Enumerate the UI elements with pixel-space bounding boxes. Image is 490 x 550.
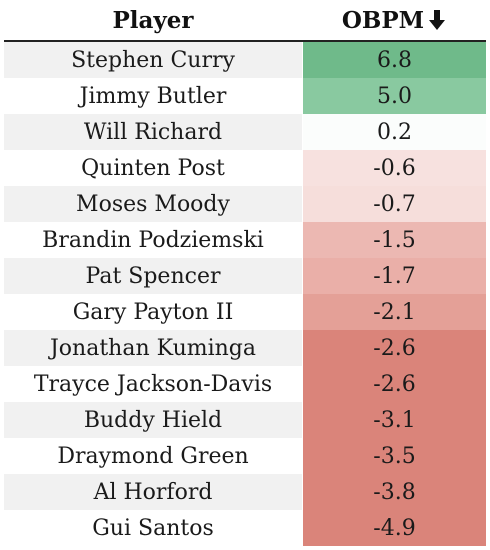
obpm-value-cell: -4.9 xyxy=(302,510,486,546)
player-name-cell: Jimmy Butler xyxy=(4,78,302,114)
obpm-value-cell: -0.7 xyxy=(302,186,486,222)
obpm-value-cell: -3.1 xyxy=(302,402,486,438)
obpm-value-cell: -2.6 xyxy=(302,366,486,402)
table-row: Gary Payton II -2.1 xyxy=(4,294,486,330)
table-row: Gui Santos -4.9 xyxy=(4,510,486,546)
obpm-value-cell: 5.0 xyxy=(302,78,486,114)
column-header-player-label: Player xyxy=(112,6,194,34)
player-name-cell: Jonathan Kuminga xyxy=(4,330,302,366)
table-row: Stephen Curry 6.8 xyxy=(4,42,486,78)
table-row: Buddy Hield -3.1 xyxy=(4,402,486,438)
table-header: Player OBPM xyxy=(4,0,486,42)
stats-table: Player OBPM Stephen Curry 6.8 Jimmy Butler… xyxy=(4,0,486,546)
player-name-cell: Quinten Post xyxy=(4,150,302,186)
obpm-value-cell: -3.8 xyxy=(302,474,486,510)
table-row: Jimmy Butler 5.0 xyxy=(4,78,486,114)
player-name-cell: Al Horford xyxy=(4,474,302,510)
player-name-cell: Moses Moody xyxy=(4,186,302,222)
player-name-cell: Draymond Green xyxy=(4,438,302,474)
player-name-cell: Will Richard xyxy=(4,114,302,150)
column-header-obpm[interactable]: OBPM xyxy=(302,0,486,40)
obpm-value-cell: -1.7 xyxy=(302,258,486,294)
column-header-player[interactable]: Player xyxy=(4,0,302,40)
player-name-cell: Brandin Podziemski xyxy=(4,222,302,258)
obpm-value-cell: -3.5 xyxy=(302,438,486,474)
obpm-value-cell: -0.6 xyxy=(302,150,486,186)
player-name-cell: Stephen Curry xyxy=(4,42,302,78)
obpm-value-cell: -2.6 xyxy=(302,330,486,366)
table-row: Moses Moody -0.7 xyxy=(4,186,486,222)
table-row: Draymond Green -3.5 xyxy=(4,438,486,474)
obpm-value-cell: -2.1 xyxy=(302,294,486,330)
table-body: Stephen Curry 6.8 Jimmy Butler 5.0 Will Rich… xyxy=(4,42,486,546)
player-name-cell: Gui Santos xyxy=(4,510,302,546)
arrow-down-icon xyxy=(429,10,446,30)
table-row: Brandin Podziemski -1.5 xyxy=(4,222,486,258)
obpm-value-cell: 6.8 xyxy=(302,42,486,78)
obpm-value-cell: 0.2 xyxy=(302,114,486,150)
table-row: Al Horford -3.8 xyxy=(4,474,486,510)
obpm-value-cell: -1.5 xyxy=(302,222,486,258)
player-name-cell: Trayce Jackson-Davis xyxy=(4,366,302,402)
player-name-cell: Pat Spencer xyxy=(4,258,302,294)
table-row: Trayce Jackson-Davis -2.6 xyxy=(4,366,486,402)
table-row: Jonathan Kuminga -2.6 xyxy=(4,330,486,366)
table-row: Quinten Post -0.6 xyxy=(4,150,486,186)
player-name-cell: Buddy Hield xyxy=(4,402,302,438)
table-row: Pat Spencer -1.7 xyxy=(4,258,486,294)
table-row: Will Richard 0.2 xyxy=(4,114,486,150)
player-name-cell: Gary Payton II xyxy=(4,294,302,330)
column-header-obpm-label: OBPM xyxy=(341,6,425,34)
